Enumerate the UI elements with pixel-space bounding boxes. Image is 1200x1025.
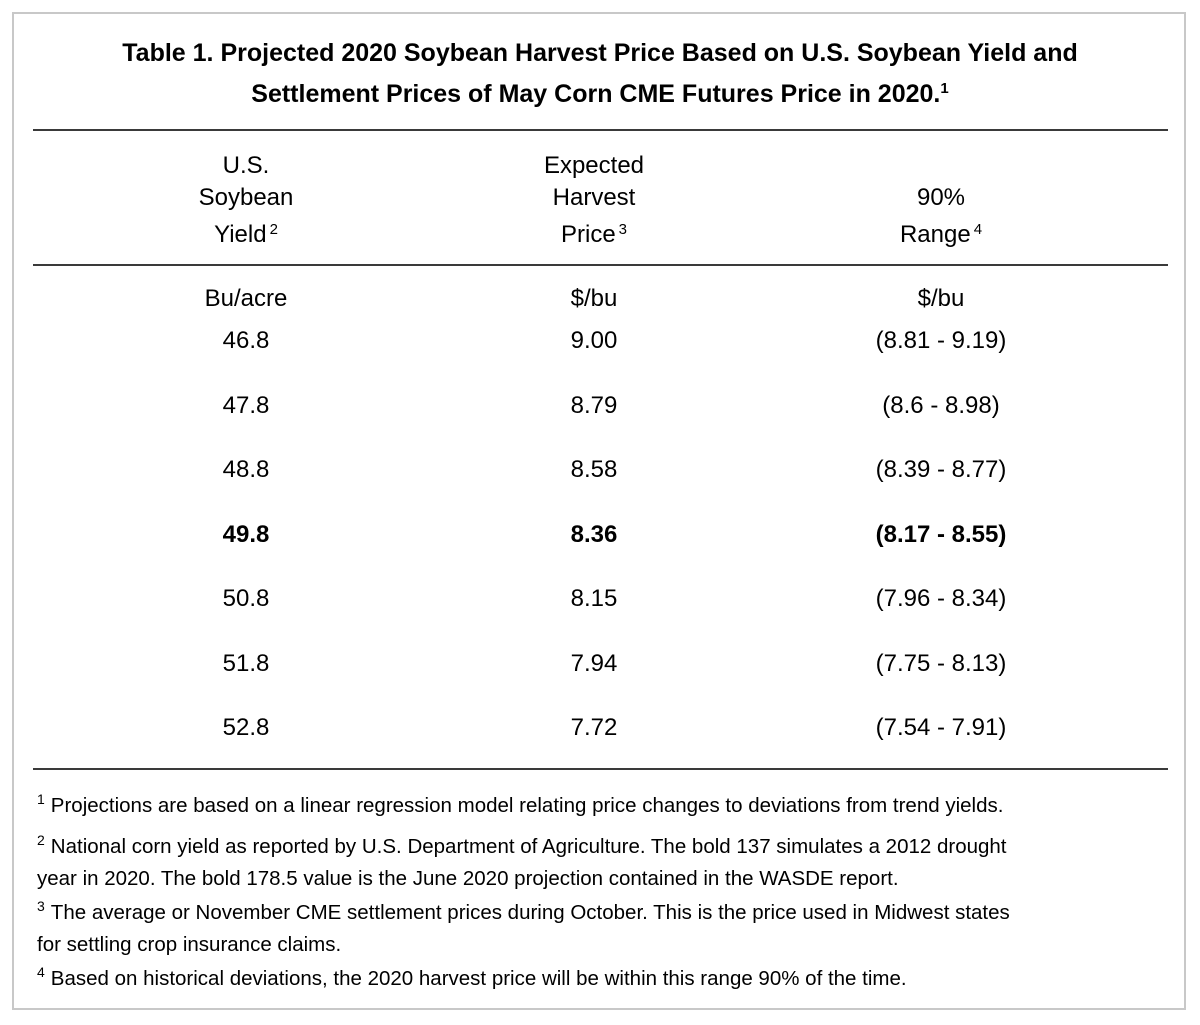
footnote-text: for settling crop insurance claims.: [37, 933, 342, 956]
column-header-text: Yield: [214, 221, 267, 248]
title-line-2: Settlement Prices of May Corn CME Future…: [251, 80, 941, 108]
footnote-4: 4 Based on historical deviations, the 202…: [37, 963, 1162, 995]
column-header-text: Harvest: [552, 184, 636, 211]
cell-range: (7.96 - 8.34): [875, 585, 1007, 612]
title-line-1: Table 1. Projected 2020 Soybean Harvest …: [122, 39, 1078, 67]
column-header-text: U.S.: [222, 152, 270, 179]
column-header-footnote-mark: 4: [973, 221, 983, 238]
cell-yield: 46.8: [222, 327, 270, 354]
cell-price: 7.72: [570, 714, 618, 741]
cell-price: 8.36: [570, 520, 618, 548]
unit-price: $/bu: [570, 285, 618, 312]
footnote-text: year in 2020. The bold 178.5 value is th…: [37, 867, 899, 890]
cell-yield: 47.8: [222, 391, 270, 419]
column-header-2-line-0: 90%: [781, 183, 1101, 213]
footnote-number: 2: [37, 832, 45, 848]
footnote-text: Projections are based on a linear regres…: [50, 794, 1004, 817]
footnote-3: 3 The average or November CME settlement …: [37, 897, 1162, 961]
column-header-text: Expected: [543, 152, 645, 179]
cell-price: 9.00: [570, 327, 618, 354]
table-title: Table 1. Projected 2020 Soybean Harvest …: [40, 33, 1160, 74]
column-header-1-line-1: Harvest: [434, 183, 754, 213]
cell-yield: 49.8: [222, 520, 270, 548]
cell-yield: 51.8: [222, 649, 270, 677]
column-header-footnote-mark: 3: [618, 221, 628, 238]
column-header-1-line-0: Expected: [434, 151, 754, 181]
footnote-1: 1 Projections are based on a linear regre…: [37, 790, 1162, 822]
cell-yield: 52.8: [222, 714, 270, 741]
cell-yield: 50.8: [222, 585, 270, 612]
cell-range: (8.39 - 8.77): [875, 456, 1007, 483]
column-header-2-line-1: Range 4: [781, 220, 1101, 250]
cell-range: (7.54 - 7.91): [875, 714, 1007, 741]
footnote-2: 2 National corn yield as reported by U.S.…: [37, 831, 1162, 895]
column-header-text: Soybean: [198, 184, 294, 211]
title-footnote-mark: 1: [940, 80, 949, 97]
column-header-0-line-1: Soybean: [86, 183, 406, 213]
unit-yield: Bu/acre: [204, 285, 288, 312]
column-header-text: 90%: [916, 184, 966, 211]
cell-range: (8.6 - 8.98): [882, 391, 1000, 419]
column-header-1-line-2: Price 3: [434, 220, 754, 250]
column-header-0-line-0: U.S.: [86, 151, 406, 181]
table-frame: [12, 12, 1186, 1010]
cell-range: (8.17 - 8.55): [875, 520, 1007, 548]
column-header-footnote-mark: 2: [269, 221, 278, 238]
footnote-number: 4: [37, 964, 45, 980]
footnote-number: 1: [37, 791, 45, 807]
cell-range: (8.81 - 9.19): [875, 327, 1007, 354]
footnote-number: 3: [37, 898, 45, 914]
footnote-text: The average or November CME settlement p…: [50, 901, 1010, 924]
rule-top: [33, 129, 1168, 131]
column-header-0-line-2: Yield 2: [86, 220, 406, 250]
unit-range: $/bu: [917, 285, 965, 312]
cell-range: (7.75 - 8.13): [875, 649, 1007, 677]
footnote-text: Based on historical deviations, the 2020…: [50, 967, 907, 990]
cell-price: 8.79: [570, 391, 618, 419]
cell-price: 8.58: [570, 456, 618, 483]
rule-bottom: [33, 768, 1168, 770]
rule-header: [33, 264, 1168, 266]
table-title-line-2: Settlement Prices of May Corn CME Future…: [40, 74, 1160, 115]
footnote-text: National corn yield as reported by U.S. …: [50, 835, 1007, 858]
cell-price: 7.94: [570, 649, 618, 677]
column-header-text: Price: [560, 221, 616, 248]
cell-price: 8.15: [570, 585, 618, 612]
column-header-text: Range: [899, 221, 971, 248]
cell-yield: 48.8: [222, 456, 270, 483]
